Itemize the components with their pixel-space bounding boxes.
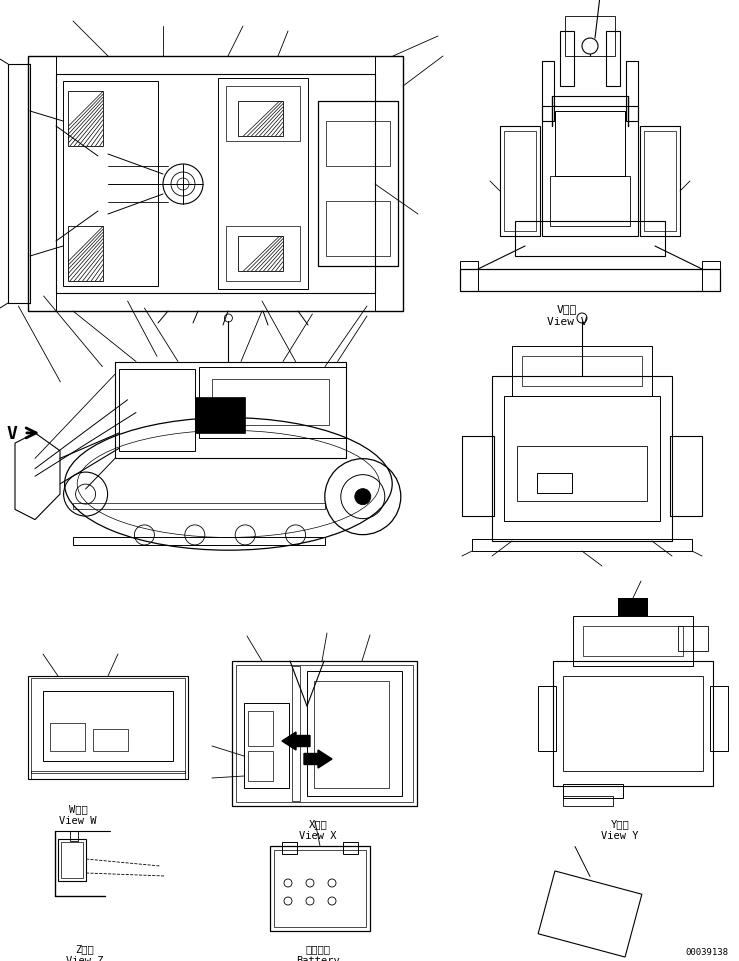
Text: View X: View X	[299, 830, 337, 840]
Bar	[218, 79, 308, 289]
Bar	[678, 627, 708, 652]
Text: View Z: View Z	[67, 955, 103, 961]
Bar	[195, 398, 245, 433]
Bar	[238, 102, 283, 136]
Bar	[50, 724, 85, 752]
Circle shape	[355, 489, 371, 505]
Bar	[553, 661, 713, 786]
Bar	[326, 122, 390, 167]
Bar	[28, 677, 188, 779]
Bar	[500, 127, 540, 236]
Bar	[550, 177, 630, 227]
Bar	[307, 672, 402, 796]
Bar	[460, 261, 478, 292]
Bar	[710, 686, 728, 752]
Bar	[583, 627, 683, 656]
Bar	[119, 370, 195, 452]
Bar	[115, 362, 346, 459]
Bar	[618, 599, 648, 616]
Bar	[542, 62, 554, 122]
Bar	[515, 222, 665, 257]
Bar	[563, 784, 623, 799]
Bar	[626, 62, 638, 122]
Text: View Y: View Y	[602, 830, 638, 840]
Bar	[28, 57, 403, 311]
Bar	[8, 65, 30, 304]
Text: View W: View W	[59, 815, 97, 825]
Bar	[226, 227, 300, 282]
Bar	[542, 107, 638, 236]
Bar	[565, 17, 615, 57]
Bar	[644, 132, 676, 232]
Bar	[314, 681, 389, 788]
Bar	[555, 111, 625, 177]
Bar	[68, 92, 103, 147]
Bar	[640, 127, 680, 236]
Bar	[248, 752, 273, 781]
Bar	[326, 202, 390, 257]
Bar	[248, 711, 273, 747]
Bar	[522, 357, 642, 386]
Bar	[560, 32, 574, 86]
Bar	[504, 397, 660, 522]
Bar	[43, 691, 173, 761]
Bar	[492, 377, 672, 541]
Bar	[28, 57, 56, 311]
Bar	[472, 539, 692, 552]
Bar	[670, 436, 702, 516]
Bar	[93, 729, 128, 752]
Bar	[274, 850, 366, 927]
Bar	[211, 380, 329, 426]
Bar	[244, 703, 289, 788]
FancyArrow shape	[282, 732, 310, 751]
Text: Y　視: Y 視	[610, 818, 630, 828]
Bar	[512, 347, 652, 397]
Text: W　視: W 視	[69, 803, 87, 813]
Bar	[318, 102, 398, 267]
Bar	[270, 846, 370, 931]
Bar	[606, 32, 620, 86]
Text: 00039138: 00039138	[685, 947, 728, 956]
Bar	[68, 227, 103, 282]
Bar	[70, 831, 78, 841]
Bar	[31, 771, 185, 779]
Text: バッテリ: バッテリ	[305, 943, 330, 953]
Bar	[563, 677, 703, 771]
Text: V　視: V 視	[557, 304, 577, 313]
Bar	[517, 447, 647, 502]
Bar	[232, 661, 417, 806]
Text: View V: View V	[547, 317, 588, 327]
Bar	[61, 842, 83, 878]
Bar	[460, 270, 720, 292]
Bar	[73, 504, 325, 510]
Bar	[63, 82, 158, 286]
Bar	[238, 236, 283, 272]
Bar	[292, 666, 300, 801]
Bar	[343, 842, 358, 854]
Bar	[462, 436, 494, 516]
Bar	[226, 86, 300, 142]
Bar	[538, 686, 556, 752]
Bar	[31, 678, 185, 774]
Bar	[236, 665, 413, 802]
Bar	[199, 367, 346, 438]
Text: Battery: Battery	[296, 955, 340, 961]
Bar	[73, 537, 325, 546]
Text: X　視: X 視	[309, 818, 327, 828]
Bar	[282, 842, 297, 854]
Bar	[573, 616, 693, 666]
Bar	[504, 132, 536, 232]
Bar	[702, 261, 720, 292]
Text: Z　視: Z 視	[75, 943, 95, 953]
Bar	[56, 75, 375, 294]
Bar	[58, 839, 86, 881]
FancyArrow shape	[304, 751, 332, 768]
Bar	[563, 796, 613, 806]
Bar	[537, 474, 572, 494]
Bar	[375, 57, 403, 311]
Text: V: V	[7, 425, 18, 442]
